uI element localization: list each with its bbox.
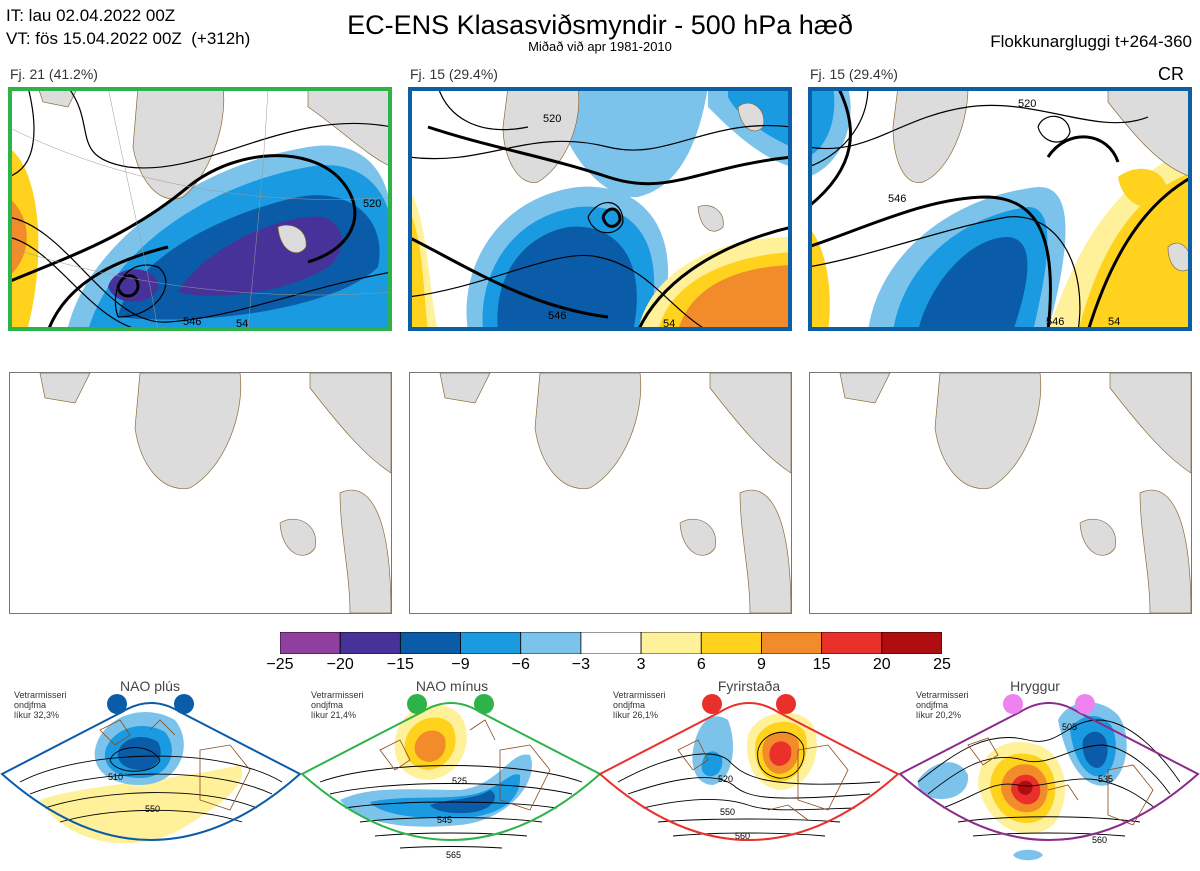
regime-border — [300, 702, 602, 841]
contour-label: 54 — [1108, 316, 1120, 328]
regime-contour-label: 520 — [718, 774, 733, 784]
colorbar-segment — [399, 632, 461, 654]
colorbar-tick-label: −20 — [326, 656, 354, 673]
regime-contour-label: 535 — [1098, 774, 1113, 784]
cluster-border — [808, 87, 1192, 331]
regime-indicator-dot — [474, 694, 494, 714]
initial-time: IT: lau 02.04.2022 00Z — [6, 6, 176, 25]
cluster-3-label: Fj. 15 (29.4%) — [810, 66, 898, 82]
colorbar-tick-label: −9 — [451, 656, 470, 673]
cluster-window: Flokkunargluggi t+264-360 — [990, 32, 1192, 51]
cluster-border — [8, 87, 392, 331]
colorbar-tick-label: 25 — [933, 656, 951, 673]
colorbar-tick-label: 15 — [812, 656, 831, 673]
regime-3-note: Vetrarmisseri ondjfma líkur 26,1% — [613, 690, 666, 720]
colorbar-tick-label: −25 — [266, 656, 294, 673]
regime-contour-label: 560 — [1092, 835, 1107, 845]
regime-contour-label: 525 — [452, 776, 467, 786]
contour-label: 520 — [363, 198, 381, 210]
regime-1-note: Vetrarmisseri ondjfma líkur 32,3% — [14, 690, 67, 720]
cluster-map-2[interactable]: 520 546 54 — [408, 87, 792, 331]
colorbar-segment — [640, 632, 702, 654]
empty-map-2 — [409, 372, 792, 614]
regime-border — [598, 702, 900, 841]
colorbar-tick-label: −3 — [571, 656, 591, 673]
regime-contour-label: 550 — [720, 807, 735, 817]
empty-map-3 — [809, 372, 1192, 614]
colorbar-segment — [700, 632, 762, 654]
regime-indicator-dot — [776, 694, 796, 714]
colorbar — [280, 632, 942, 654]
regime-contour-label: 550 — [145, 804, 160, 814]
regime-nao-minus[interactable]: 525 545 565 — [300, 690, 602, 870]
contour-label: 546 — [183, 316, 201, 328]
coastline-map — [439, 373, 791, 613]
cluster-3-extra-label: CR — [1158, 64, 1184, 84]
regime-4-note: Vetrarmisseri ondjfma líkur 20,2% — [916, 690, 969, 720]
contour-label: 546 — [548, 310, 566, 322]
regime-indicator-dot — [107, 694, 127, 714]
cluster-2-label: Fj. 15 (29.4%) — [410, 66, 498, 82]
colorbar-segment — [280, 632, 341, 654]
colorbar-segment — [821, 632, 883, 654]
colorbar-tick-label: 6 — [696, 656, 706, 673]
colorbar-segment — [881, 632, 942, 654]
regime-indicator-dot — [1003, 694, 1023, 714]
regime-contour-label: 545 — [437, 815, 452, 825]
colorbar-tick-label: −6 — [511, 656, 530, 673]
contour-label: 546 — [1046, 316, 1064, 328]
header-dates: IT: lau 02.04.2022 00Z VT: fös 15.04.202… — [6, 4, 250, 50]
regime-indicator-dot — [174, 694, 194, 714]
regime-contour-label: 510 — [108, 772, 123, 782]
colorbar-segment — [761, 632, 823, 654]
regime-blocking[interactable]: 520 550 560 — [598, 690, 900, 870]
page-subtitle: Miðað við apr 1981-2010 — [528, 39, 672, 54]
contour-label: 546 — [888, 193, 906, 205]
colorbar-segment — [339, 632, 401, 654]
empty-map-1 — [9, 372, 392, 614]
cluster-border — [408, 87, 792, 331]
regime-border — [898, 702, 1200, 841]
regime-contour-label: 565 — [446, 850, 461, 860]
regime-ridge[interactable]: 505 535 560 — [898, 690, 1200, 870]
coastline-map — [39, 373, 391, 613]
colorbar-tick-label: 3 — [636, 656, 646, 673]
regime-border — [0, 702, 302, 841]
contour-label: 520 — [543, 113, 561, 125]
coastline-map — [839, 373, 1191, 613]
cluster-map-1[interactable]: 520 546 54 — [8, 87, 392, 331]
colorbar-segment — [460, 632, 522, 654]
regime-contour-label: 560 — [735, 831, 750, 841]
colorbar-tick-label: −15 — [386, 656, 414, 673]
cluster-map-3[interactable]: 546 546 54 520 — [808, 87, 1192, 331]
regime-1-title: NAO plús — [120, 678, 180, 694]
colorbar-tick-label: 20 — [872, 656, 891, 673]
page-title: EC-ENS Klasasviðsmyndir - 500 hPa hæð — [347, 10, 853, 40]
contour-label: 520 — [1018, 98, 1036, 110]
cluster-1-label: Fj. 21 (41.2%) — [10, 66, 98, 82]
regime-4-title: Hryggur — [1010, 678, 1060, 694]
regime-nao-plus[interactable]: 510 550 — [0, 690, 302, 870]
colorbar-segment — [580, 632, 642, 654]
valid-time: VT: fös 15.04.2022 00Z (+312h) — [6, 29, 251, 48]
colorbar-segment — [520, 632, 582, 654]
regime-3-title: Fyrirstaða — [717, 678, 781, 694]
regime-2-title: NAO mínus — [415, 678, 489, 694]
regime-2-note: Vetrarmisseri ondjfma líkur 21,4% — [311, 690, 364, 720]
regime-indicator-dot — [407, 694, 427, 714]
regime-indicator-dot — [702, 694, 722, 714]
regime-indicator-dot — [1075, 694, 1095, 714]
colorbar-tick-label: 9 — [757, 656, 766, 673]
regime-contour-label: 505 — [1062, 722, 1077, 732]
